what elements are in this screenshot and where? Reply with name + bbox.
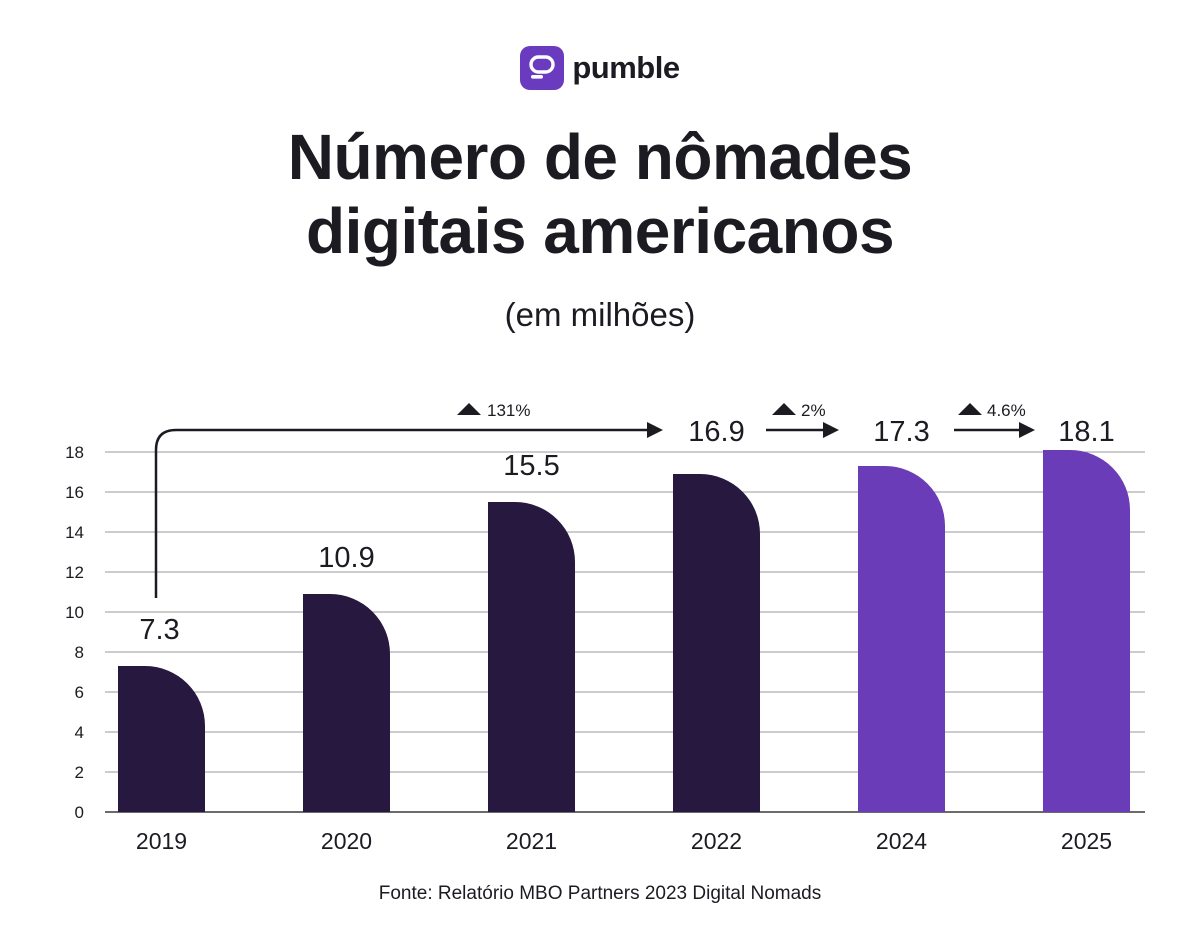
- arrow-head-icon: [823, 422, 839, 438]
- y-tick-label: 4: [75, 723, 84, 742]
- bar-2022: [673, 474, 760, 812]
- brand-name: pumble: [572, 50, 680, 85]
- bar-2024: [858, 466, 945, 812]
- bar-2020: [303, 594, 390, 812]
- y-tick-label: 18: [65, 443, 84, 462]
- data-label: 7.3: [139, 614, 179, 646]
- x-tick-label: 2020: [321, 828, 372, 854]
- pumble-logo-icon: [520, 46, 565, 90]
- bar-2019: [118, 666, 205, 812]
- title-line-2: digitais americanos: [305, 195, 895, 267]
- bar-2021: [488, 502, 575, 812]
- arrow-head-icon: [1019, 422, 1035, 438]
- x-tick-label: 2024: [876, 828, 927, 854]
- up-triangle-icon: [772, 403, 796, 415]
- brand-logo: pumble: [0, 46, 1200, 90]
- y-tick-label: 10: [65, 603, 84, 622]
- y-tick-label: 14: [65, 523, 84, 542]
- y-tick-label: 0: [75, 803, 84, 822]
- y-tick-label: 16: [65, 483, 84, 502]
- y-tick-label: 12: [65, 563, 84, 582]
- x-tick-label: 2025: [1061, 828, 1112, 854]
- x-tick-label: 2021: [506, 828, 557, 854]
- up-triangle-icon: [958, 403, 982, 415]
- chart-title: Número de nômades digitais americanos: [0, 120, 1200, 268]
- title-line-1: Número de nômades: [287, 121, 913, 193]
- data-label: 17.3: [873, 416, 929, 448]
- y-tick-label: 6: [75, 683, 84, 702]
- growth-percent-label: 131%: [487, 401, 530, 420]
- growth-percent-label: 2%: [801, 401, 826, 420]
- data-label: 16.9: [688, 416, 744, 448]
- y-tick-label: 2: [75, 763, 84, 782]
- data-label: 18.1: [1058, 416, 1114, 448]
- x-tick-label: 2022: [691, 828, 742, 854]
- y-tick-label: 8: [75, 643, 84, 662]
- source-note: Fonte: Relatório MBO Partners 2023 Digit…: [378, 883, 822, 904]
- data-label: 15.5: [503, 450, 559, 482]
- up-triangle-icon: [457, 403, 481, 415]
- bar-2025: [1043, 450, 1130, 812]
- x-tick-label: 2019: [136, 828, 187, 854]
- chart-subtitle: (em milhões): [504, 296, 696, 333]
- growth-arrow-line: [154, 428, 650, 598]
- growth-percent-label: 4.6%: [987, 401, 1026, 420]
- arrow-head-icon: [647, 422, 663, 438]
- data-label: 10.9: [318, 542, 374, 574]
